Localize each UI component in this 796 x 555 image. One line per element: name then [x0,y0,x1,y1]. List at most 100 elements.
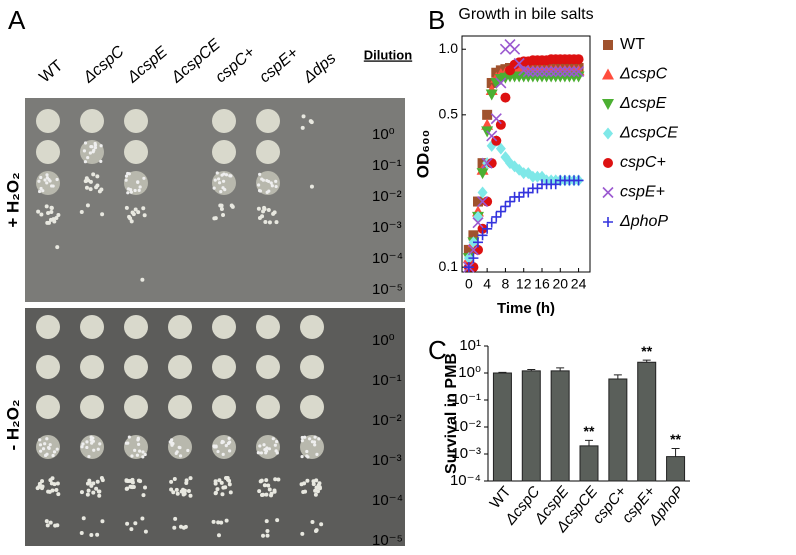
colony [87,454,91,459]
colony [133,521,138,526]
colony [92,448,96,452]
colony [39,449,43,453]
colony [300,439,304,443]
error-bar [498,371,507,373]
colony [300,435,304,440]
dilution-label: 10⁻³ [372,219,402,236]
colony [305,478,310,483]
significance-label: ** [641,343,652,359]
legend-label: ΔcspE [619,95,667,112]
colony [169,487,174,492]
colony [88,151,92,155]
colony-spot [124,315,148,339]
marker [476,168,489,180]
colony [224,444,228,448]
colony [274,449,278,453]
colony [129,219,134,224]
colony-spot [212,315,236,339]
colony [309,184,314,189]
colony [95,174,100,179]
marker [486,217,497,228]
legend-label: cspC+ [620,154,666,171]
dilution-label: 10⁻⁵ [372,281,403,298]
colony [86,156,90,160]
colony [174,487,179,492]
strain-label: ΔcspE [124,43,171,87]
colony [140,516,145,521]
colony [85,492,90,497]
colony [39,186,43,191]
colony [224,518,229,523]
colony [267,487,272,492]
colony [258,189,263,193]
colony [177,445,181,449]
colony [258,479,263,484]
y-tick-label: 10¹ [459,337,481,354]
colony [85,203,90,208]
colony [128,216,133,221]
colony-spot [124,140,148,164]
colony [306,455,310,459]
colony [181,525,186,530]
colony [89,145,93,149]
colony [40,484,45,489]
marker [563,65,575,78]
colony [272,210,277,215]
error-bar [556,367,565,371]
colony [48,520,53,525]
colony [86,488,91,493]
colony [217,478,222,483]
legend-label: ΔphoP [619,213,668,230]
colony [85,440,89,444]
colony [264,451,268,455]
marker [477,186,488,199]
colony [221,179,226,183]
significance-label: ** [584,423,595,439]
colony-spot [80,109,104,133]
colony [83,179,88,184]
colony [84,185,89,190]
colony-spot [36,395,60,419]
colony [41,447,46,451]
colony [261,533,266,538]
colony [129,190,133,194]
strain-label: WT [36,57,66,86]
colony [44,519,49,524]
colony [88,187,93,192]
colony [55,177,59,182]
colony [51,453,55,458]
colony [305,449,309,454]
colony [301,490,306,495]
bar [550,370,570,482]
marker [513,57,525,70]
colony [91,439,95,443]
colony [308,437,312,441]
colony [228,449,232,453]
colony [212,186,216,190]
y-axis-label: Survival in PMB [443,353,460,474]
colony [314,485,319,490]
colony [45,437,49,441]
dilution-label: 10⁻² [372,412,402,429]
colony [141,455,145,459]
marker [468,253,479,264]
marker [568,65,580,78]
condition-label: + H₂O₂ [3,172,22,227]
colony [124,205,129,210]
strain-label: ΔcspCE [168,36,224,87]
colony [96,447,100,451]
colony [228,490,233,495]
colony [49,206,54,211]
colony [50,476,55,481]
legend-marker [603,217,613,227]
colony [228,174,232,178]
colony [37,179,41,183]
colony [143,452,147,457]
colony [97,489,102,494]
colony [91,490,96,495]
colony [125,521,130,526]
marker [495,77,507,89]
colony [46,210,51,215]
colony [124,478,129,483]
colony [99,187,104,192]
